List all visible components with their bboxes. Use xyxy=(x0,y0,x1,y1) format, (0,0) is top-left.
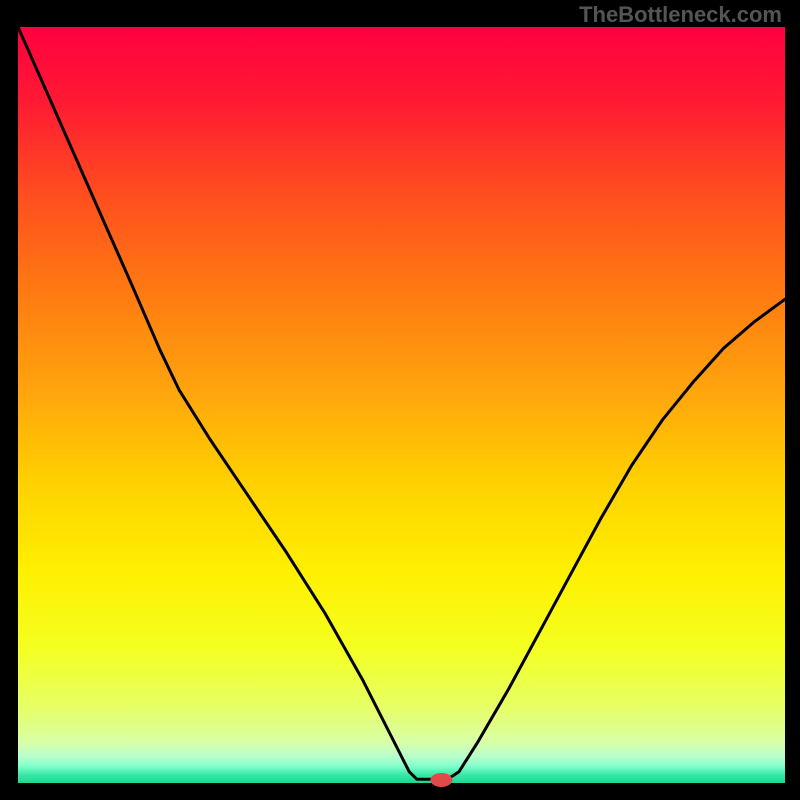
chart-root: TheBottleneck.com xyxy=(0,0,800,800)
watermark-label: TheBottleneck.com xyxy=(579,2,782,28)
gradient-background xyxy=(18,27,785,783)
optimum-marker xyxy=(430,773,452,787)
bottleneck-chart-svg xyxy=(0,0,800,800)
